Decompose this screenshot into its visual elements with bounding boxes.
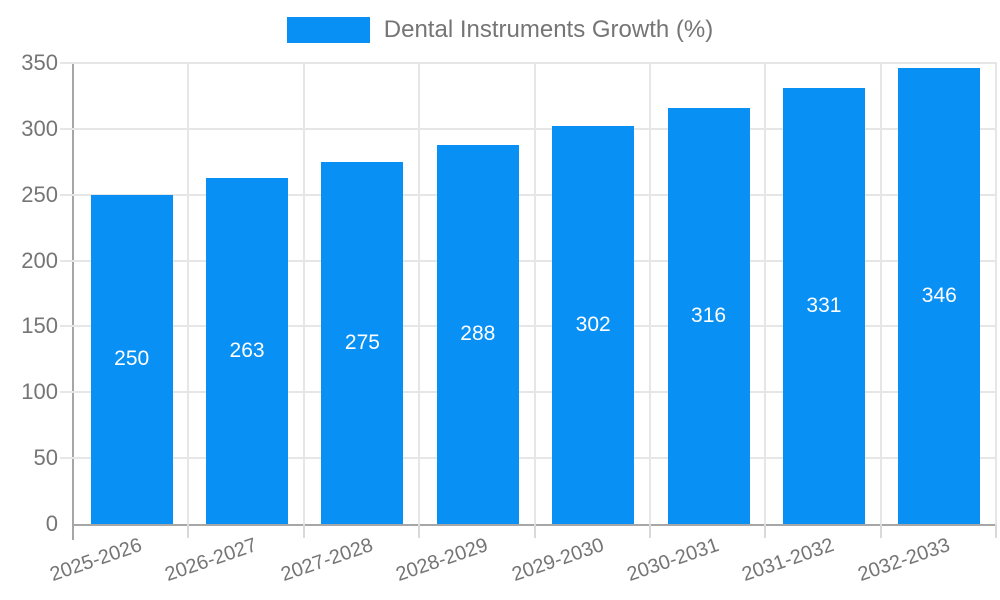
bar-value-label: 263	[229, 338, 265, 362]
x-axis-category-label: 2030-2031	[624, 534, 722, 586]
x-axis-tick	[302, 524, 305, 538]
x-axis-category-label: 2027-2028	[277, 534, 376, 586]
y-axis-tick-label: 350	[21, 50, 58, 75]
bar[interactable]: 263	[206, 177, 289, 524]
y-axis-tick-label: 0	[45, 511, 58, 536]
bar[interactable]: 275	[321, 161, 404, 524]
x-gridline	[879, 63, 882, 524]
x-gridline	[533, 63, 536, 524]
x-axis-category-label: 2032-2033	[854, 534, 953, 586]
x-gridline	[764, 63, 767, 524]
bar[interactable]: 316	[667, 107, 750, 524]
x-axis-category-label: 2025-2026	[47, 534, 145, 586]
y-axis-tick-label: 50	[33, 445, 58, 471]
x-gridline	[187, 63, 190, 524]
y-gridline	[60, 391, 997, 394]
bar-value-label: 250	[114, 347, 150, 371]
x-gridline	[418, 63, 421, 524]
bar-value-label: 331	[806, 294, 842, 317]
y-axis-tail	[72, 524, 74, 540]
x-axis-category-label: 2028-2029	[393, 534, 491, 586]
y-gridline	[60, 193, 997, 196]
bar[interactable]: 288	[436, 144, 519, 524]
y-gridline	[60, 457, 997, 460]
y-axis-tick-label: 100	[21, 379, 58, 405]
x-axis-category-label: 2026-2027	[162, 534, 261, 586]
x-axis-tick	[187, 524, 190, 538]
x-axis-tick	[879, 524, 882, 538]
y-axis-tick-label: 150	[21, 313, 58, 339]
y-gridline	[60, 259, 997, 262]
x-axis-category-label: 2031-2032	[739, 534, 838, 586]
y-gridline	[60, 325, 997, 328]
bar-value-label: 275	[344, 330, 380, 354]
y-gridline	[60, 62, 997, 64]
x-axis-tick	[764, 524, 767, 538]
bar-value-label: 316	[691, 303, 727, 327]
bar-value-label: 302	[575, 313, 611, 337]
y-gridline	[60, 127, 997, 130]
bar[interactable]: 331	[782, 88, 865, 524]
chart-legend[interactable]: Dental Instruments Growth (%)	[0, 16, 1000, 44]
x-axis-tick	[648, 524, 651, 538]
bar[interactable]: 250	[90, 194, 173, 524]
bar-value-label: 346	[921, 284, 957, 308]
x-axis-tick	[533, 524, 536, 538]
bar-value-label: 288	[460, 322, 496, 346]
y-axis-tick-label: 250	[21, 181, 58, 207]
bar[interactable]: 302	[552, 126, 635, 524]
y-axis-tick-label: 300	[21, 115, 58, 141]
x-axis-category-label: 2029-2030	[508, 534, 607, 586]
legend-label: Dental Instruments Growth (%)	[383, 16, 714, 43]
x-gridline	[648, 63, 651, 524]
x-axis-tick	[995, 524, 997, 538]
legend-swatch	[286, 17, 370, 43]
x-gridline	[302, 63, 305, 524]
bar[interactable]: 346	[898, 68, 981, 524]
y-axis-tick-label: 200	[21, 247, 58, 273]
x-axis-tick	[418, 524, 421, 538]
x-gridline	[995, 63, 997, 524]
plot-area: 0 50 100 150 200 250 300 350 250 263 275 288 302 316 3…	[21, 50, 997, 586]
